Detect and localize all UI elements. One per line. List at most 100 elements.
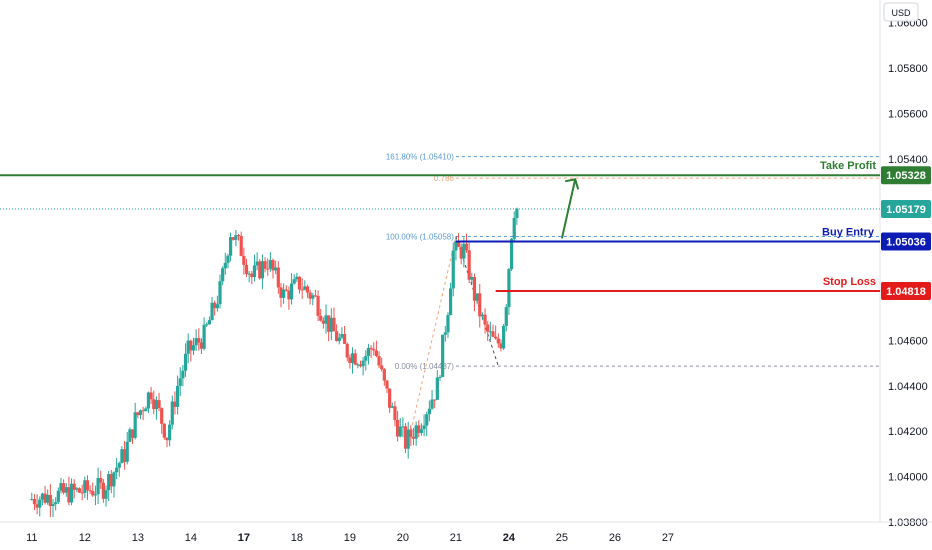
candle-body [395,419,400,437]
candle [342,326,347,345]
candle-body [69,483,74,503]
candle [255,252,259,271]
candle [266,258,270,276]
candle-body [154,400,158,410]
candle-body [472,276,477,301]
candle [435,370,439,400]
fibonacci-extension[interactable]: 161.80% (1.05410) 0.786 100.00% (1.05058) 0… [386,153,880,443]
candle-body [398,426,402,437]
candle [75,486,79,493]
candle [252,254,257,282]
candle-body [502,325,506,349]
candle [183,343,188,377]
time-tick-label: 21 [450,532,462,544]
candle [210,296,214,321]
candle-body [64,487,68,493]
candle-body [101,482,105,499]
candle-body [488,331,492,333]
candle [202,317,206,351]
candle-body [297,276,302,290]
candle [191,337,196,355]
candle [207,316,211,325]
currency-button[interactable]: USD [883,2,919,22]
candle-body [207,320,211,325]
price-axis[interactable]: 1.03800 1.04000 1.04200 1.04400 1.04600 1.054… [879,0,928,529]
candle-body [449,288,453,316]
candle-body [104,490,108,499]
candle [358,360,363,368]
candle-body [141,410,145,412]
buy-entry-label: Buy Entry [822,226,875,238]
candle [472,273,477,312]
candle [335,324,339,342]
trade-levels[interactable]: Take Profit Buy Entry Stop Loss [0,160,880,292]
candle-body [218,281,222,305]
candle-body [366,347,371,357]
candle [138,409,143,420]
candle-body [340,334,344,338]
time-axis[interactable]: 11 12 13 14 17 18 19 20 21 24 25 26 27 [0,521,932,544]
candle-body [133,412,137,438]
candle-body [316,295,320,316]
candle-body [305,286,310,293]
candle-body [414,425,418,439]
candle-body [229,237,233,256]
candle-body [199,342,204,349]
candle [35,494,39,515]
time-tick-label: 12 [79,532,91,544]
candle [234,229,238,247]
candle [199,338,204,355]
candle-body [486,324,490,332]
candle [393,401,397,427]
candle-body [276,267,280,288]
candle-body [194,338,198,346]
candle-body [409,429,413,437]
candle [425,411,429,437]
candle [292,274,296,285]
candle-body [263,261,267,269]
candle-body [128,429,132,442]
candle [263,257,267,273]
candle-body [85,480,90,491]
candle [236,233,241,241]
candle-body [268,260,272,269]
time-tick-label: 14 [185,532,197,544]
candle [512,211,516,243]
candle [136,411,140,419]
candle-body [30,499,34,501]
candle-body [480,314,485,317]
candle [56,487,60,505]
candle [48,484,52,518]
candle [62,479,66,495]
candle-body [337,337,341,341]
candle [40,492,45,506]
candle-body [380,365,384,370]
candle [329,308,333,341]
time-tick-label: 18 [291,532,303,544]
candle-body [377,356,381,366]
candle-body [271,260,275,271]
candle-body [221,268,225,282]
candle-body [210,302,214,321]
candle [364,350,368,371]
candle-body [332,317,336,332]
candle [99,470,103,490]
candle [494,325,498,340]
candle-body [191,345,196,351]
candle [403,422,408,454]
candle-body [120,449,124,464]
candle-body [313,295,318,297]
candle-body [348,357,352,363]
candle [162,423,166,440]
candle-body [427,408,431,415]
candle-body [54,502,58,505]
candle-body [425,414,429,426]
candle [107,471,111,502]
candle-body [483,314,487,325]
stop-loss-label: Stop Loss [823,276,876,288]
last-price-badge-text: 1.05179 [886,204,926,216]
candle-body [274,267,278,271]
candle [120,446,124,464]
candle-body [504,307,508,326]
